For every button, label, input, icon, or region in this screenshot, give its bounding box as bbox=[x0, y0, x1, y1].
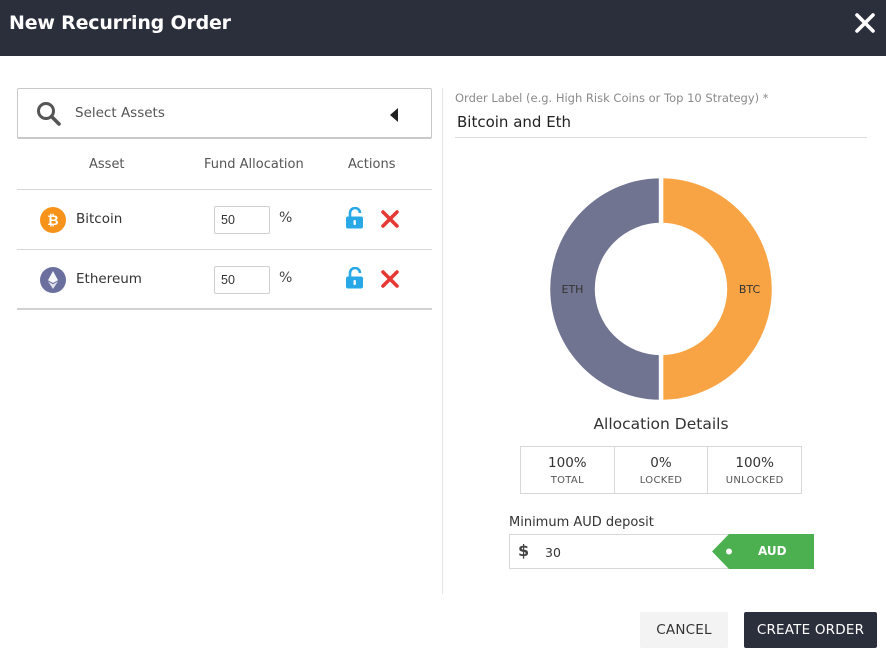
delete-icon[interactable] bbox=[380, 209, 400, 229]
allocation-input[interactable] bbox=[214, 206, 270, 234]
delete-icon[interactable] bbox=[380, 269, 400, 289]
percent-unit: % bbox=[279, 210, 293, 226]
header-asset: Asset bbox=[89, 157, 125, 172]
donut-slice-eth bbox=[546, 174, 664, 404]
dialog-header: New Recurring Order bbox=[0, 0, 886, 56]
currency-tag bbox=[712, 534, 814, 569]
asset-search-placeholder: Select Assets bbox=[75, 105, 165, 121]
create-order-button[interactable]: CREATE ORDER bbox=[744, 612, 877, 648]
allocation-donut-chart: BTC ETH bbox=[546, 174, 776, 404]
stat-unlocked: 100% UNLOCKED bbox=[708, 447, 801, 493]
unlock-icon[interactable] bbox=[345, 207, 365, 229]
caret-left-icon[interactable] bbox=[389, 107, 399, 122]
stat-value: 100% bbox=[735, 455, 774, 471]
currency-code: AUD bbox=[758, 544, 787, 558]
stat-total: 100% TOTAL bbox=[521, 447, 615, 493]
allocation-details-title: Allocation Details bbox=[593, 415, 729, 433]
deposit-amount: 30 bbox=[545, 545, 561, 560]
donut-slice-btc bbox=[658, 174, 776, 404]
dollar-icon: $ bbox=[518, 541, 530, 560]
header-fund-allocation: Fund Allocation bbox=[204, 157, 304, 172]
search-icon bbox=[36, 101, 62, 127]
asset-search-select[interactable]: Select Assets bbox=[17, 88, 432, 139]
stat-label: UNLOCKED bbox=[725, 475, 784, 486]
min-deposit-label: Minimum AUD deposit bbox=[509, 515, 654, 530]
cancel-button[interactable]: CANCEL bbox=[640, 612, 728, 648]
donut-label-btc: BTC bbox=[739, 283, 761, 296]
table-row: ₿ Bitcoin % bbox=[17, 190, 432, 250]
stat-value: 0% bbox=[650, 455, 672, 471]
asset-table-header: Asset Fund Allocation Actions bbox=[17, 148, 432, 190]
allocation-input[interactable] bbox=[214, 266, 270, 294]
ethereum-icon bbox=[40, 267, 66, 293]
stat-locked: 0% LOCKED bbox=[615, 447, 709, 493]
stat-value: 100% bbox=[548, 455, 587, 471]
donut-label-eth: ETH bbox=[562, 283, 584, 296]
bitcoin-icon: ₿ bbox=[40, 207, 66, 233]
percent-unit: % bbox=[279, 270, 293, 286]
asset-name: Bitcoin bbox=[76, 211, 123, 227]
order-label-input[interactable]: Bitcoin and Eth bbox=[455, 110, 867, 138]
deposit-input[interactable]: $ 30 bbox=[509, 534, 732, 569]
stat-label: LOCKED bbox=[639, 475, 683, 486]
unlock-icon[interactable] bbox=[345, 267, 365, 289]
dialog-title: New Recurring Order bbox=[9, 12, 231, 34]
close-icon[interactable] bbox=[854, 12, 876, 34]
asset-name: Ethereum bbox=[76, 271, 142, 287]
panel-divider bbox=[442, 88, 443, 594]
svg-text:₿: ₿ bbox=[47, 213, 58, 229]
allocation-stats: 100% TOTAL 0% LOCKED 100% UNLOCKED bbox=[520, 446, 802, 494]
order-label-caption: Order Label (e.g. High Risk Coins or Top… bbox=[455, 91, 769, 105]
header-actions: Actions bbox=[348, 157, 396, 172]
stat-label: TOTAL bbox=[550, 475, 584, 486]
table-row: Ethereum % bbox=[17, 250, 432, 310]
